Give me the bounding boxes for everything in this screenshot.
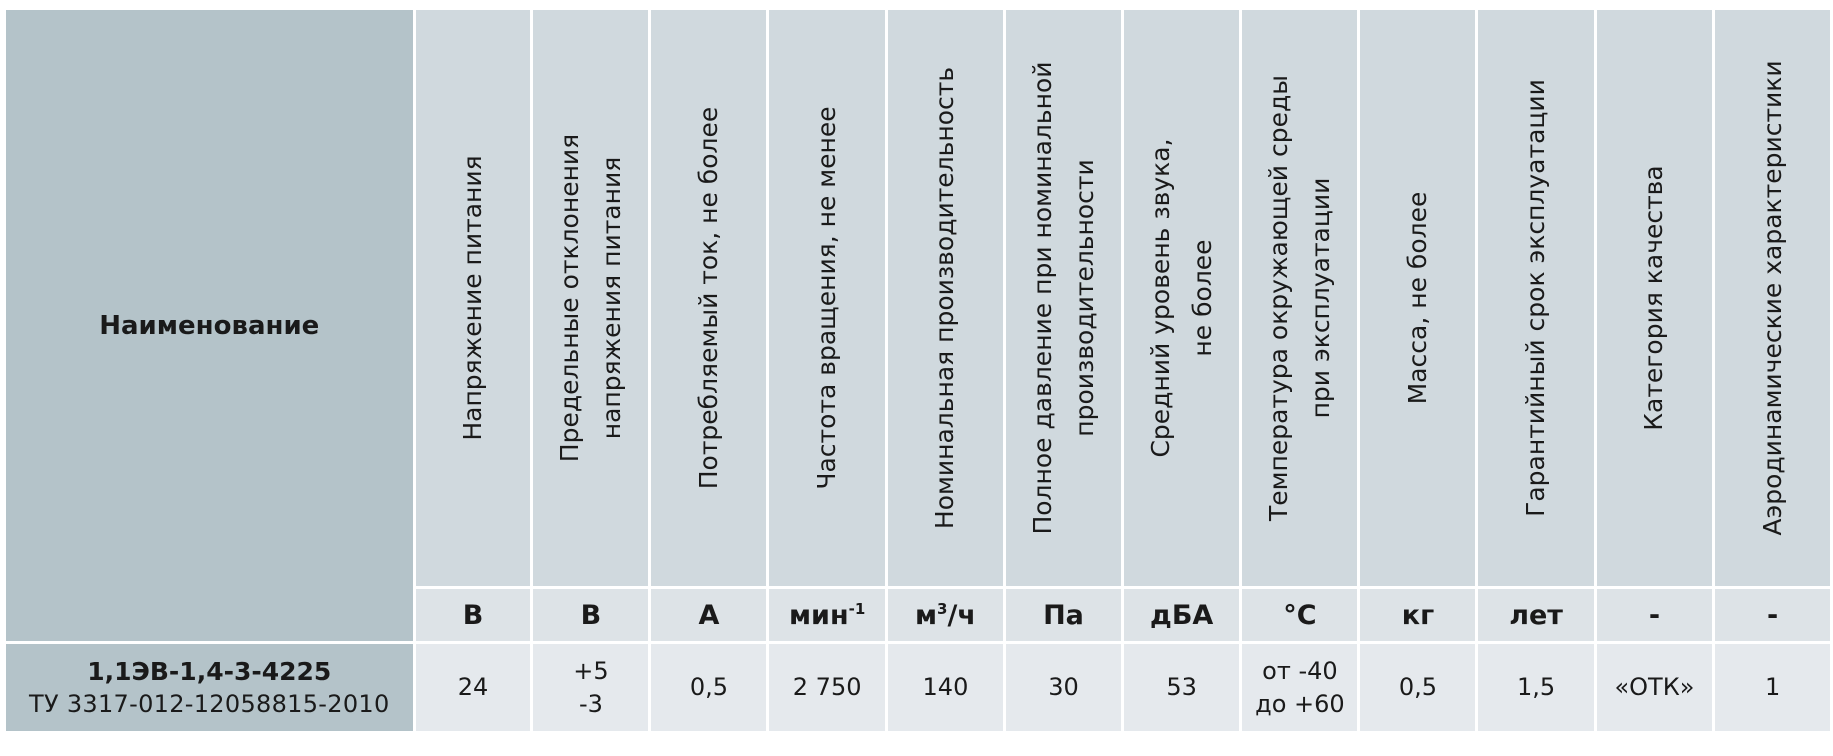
param-header-quality: Категория качества [1596, 10, 1713, 586]
param-header-capacity: Номинальная производительность [887, 10, 1003, 586]
value: 53 [1166, 673, 1197, 701]
param-label-2: не более [1187, 239, 1217, 357]
unit-label: м [914, 599, 938, 631]
param-label: Категория качества [1639, 165, 1669, 431]
unit-cell: В [533, 589, 649, 641]
unit-cell: лет [1478, 589, 1594, 641]
unit-label: В [580, 599, 602, 631]
param-label: Предельные отклонения [554, 133, 584, 463]
spec-table: Наименование Напряжение питания Предельн… [3, 7, 1833, 734]
unit-label: - [1766, 599, 1779, 631]
param-label-2: производительности [1069, 159, 1099, 437]
unit-cell: А [651, 589, 767, 641]
param-label: Масса, не более [1402, 191, 1432, 405]
param-header-temperature: Температура окружающей среды при эксплуат… [1242, 10, 1358, 586]
header-row: Наименование Напряжение питания Предельн… [6, 10, 1830, 641]
value-cell: 0,5 [651, 644, 767, 731]
table-row: 1,1ЭВ-1,4-3-4225 ТУ 3317-012-12058815-20… [6, 644, 1830, 731]
unit-cell: кг [1360, 589, 1476, 641]
value-cell: 30 [1005, 644, 1122, 731]
value-cell: 1,5 [1478, 644, 1594, 731]
value: 1 [1764, 673, 1781, 701]
unit-cell: - [1596, 589, 1713, 641]
value-cell: 24 [415, 644, 531, 731]
param-header-mass: Масса, не более [1360, 10, 1476, 586]
unit-label: мин [788, 599, 849, 631]
value-cell: +5 -3 [533, 644, 649, 731]
unit-cell: В [415, 589, 531, 641]
unit-cell: мин-1 [769, 589, 885, 641]
value: 2 750 [792, 673, 862, 701]
value-cell: 2 750 [769, 644, 885, 731]
unit-label: А [698, 599, 720, 631]
param-header-rotation-speed: Частота вращения, не менее [769, 10, 885, 586]
units-row: В В А мин-1 м3/ч Па дБА °С кг лет - - [6, 589, 1830, 641]
unit-cell: °С [1242, 589, 1358, 641]
unit-cell: - [1715, 589, 1830, 641]
value: от -40 [1262, 656, 1338, 685]
param-label: Напряжение питания [458, 155, 487, 441]
param-label-2: напряжения питания [596, 156, 626, 440]
param-label: Средний уровень звука, [1145, 138, 1175, 458]
param-header-voltage: Напряжение питания [415, 10, 531, 586]
value: «ОТК» [1614, 673, 1695, 701]
unit-label: кг [1401, 599, 1435, 631]
param-label-2: при эксплуатации [1305, 177, 1335, 419]
value-cell: 140 [887, 644, 1003, 731]
param-header-sound-level: Средний уровень звука, не более [1124, 10, 1240, 586]
param-header-voltage-deviation: Предельные отклонения напряжения питания [533, 10, 649, 586]
value: 24 [457, 673, 489, 701]
value-2: -3 [578, 689, 603, 718]
unit-label: лет [1509, 599, 1563, 631]
unit-superscript: -1 [848, 599, 866, 618]
name-header-label: Наименование [99, 310, 320, 341]
model-name-cell: 1,1ЭВ-1,4-3-4225 ТУ 3317-012-12058815-20… [6, 644, 413, 731]
param-label: Полное давление при номинальной [1027, 61, 1057, 535]
model-name: 1,1ЭВ-1,4-3-4225 [87, 656, 332, 686]
param-label: Номинальная производительность [930, 66, 960, 530]
value-cell: 0,5 [1360, 644, 1476, 731]
param-label: Частота вращения, не менее [812, 106, 842, 490]
name-header-cell: Наименование [6, 10, 413, 641]
value-cell: 53 [1124, 644, 1240, 731]
unit-label: В [462, 599, 484, 631]
unit-label: дБА [1150, 599, 1214, 631]
unit-label: Па [1043, 599, 1084, 631]
unit-cell: Па [1005, 589, 1122, 641]
unit-superscript: 3 [937, 599, 948, 618]
unit-label: - [1648, 599, 1661, 631]
param-label: Гарантийный срок эксплуатации [1521, 79, 1551, 517]
value: 1,5 [1516, 673, 1556, 701]
value: 0,5 [1398, 673, 1438, 701]
value: 0,5 [689, 673, 728, 701]
param-label: Потребляемый ток, не более [693, 106, 723, 490]
unit-cell: дБА [1124, 589, 1240, 641]
value: 140 [922, 673, 969, 701]
unit-label: °С [1283, 599, 1317, 631]
param-label: Аэродинамические характеристики [1757, 60, 1787, 536]
param-header-warranty: Гарантийный срок эксплуатации [1478, 10, 1594, 586]
unit-suffix: /ч [947, 599, 976, 631]
param-label: Температура окружающей среды [1263, 74, 1293, 522]
unit-cell: м3/ч [887, 589, 1003, 641]
value-cell: от -40 до +60 [1242, 644, 1358, 731]
value-cell: 1 [1715, 644, 1830, 731]
param-header-aerodynamics: Аэродинамические характеристики [1715, 10, 1830, 586]
param-header-pressure: Полное давление при номинальной производи… [1005, 10, 1122, 586]
value-cell: «ОТК» [1596, 644, 1713, 731]
value: +5 [573, 656, 609, 685]
value-2: до +60 [1255, 689, 1345, 718]
value: 30 [1048, 673, 1079, 701]
param-header-current: Потребляемый ток, не более [651, 10, 767, 586]
model-spec-standard: ТУ 3317-012-12058815-2010 [29, 689, 390, 718]
